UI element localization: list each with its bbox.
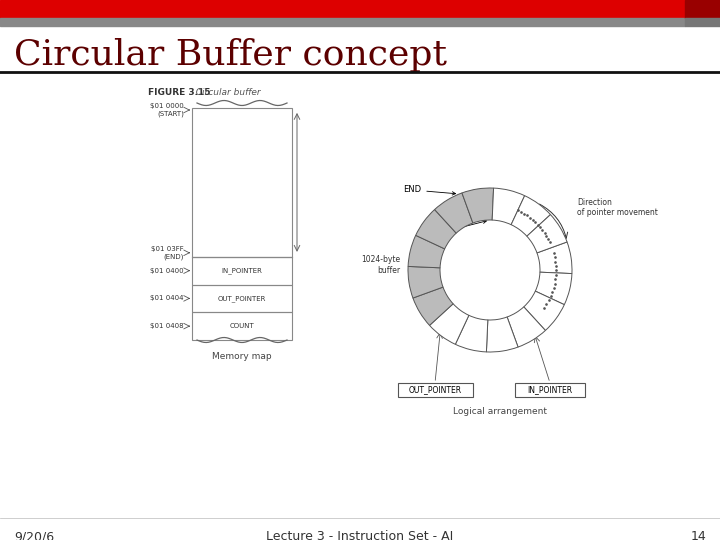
Text: Direction
of pointer movement: Direction of pointer movement: [577, 198, 658, 218]
Text: $01 0000
(START): $01 0000 (START): [150, 103, 184, 117]
Wedge shape: [413, 287, 453, 326]
Text: OUT_POINTER: OUT_POINTER: [218, 295, 266, 302]
Bar: [192, 108, 292, 257]
Text: Circular Buffer concept: Circular Buffer concept: [14, 38, 447, 72]
Wedge shape: [535, 272, 572, 305]
Text: $01 03FF
(END): $01 03FF (END): [151, 246, 184, 260]
Text: 9/20/6: 9/20/6: [14, 530, 54, 540]
Wedge shape: [455, 315, 488, 352]
Wedge shape: [415, 210, 456, 249]
Text: Circular buffer: Circular buffer: [190, 88, 261, 97]
Text: Memory map: Memory map: [212, 352, 272, 361]
Text: 1024-byte
buffer: 1024-byte buffer: [361, 255, 400, 275]
Bar: [192, 257, 292, 285]
Text: Logical arrangement: Logical arrangement: [453, 407, 547, 416]
Wedge shape: [523, 291, 564, 330]
Text: COUNT: COUNT: [230, 323, 254, 329]
Text: $01 0404: $01 0404: [150, 295, 184, 301]
Bar: [685, 0, 720, 18]
Text: $01 0400: $01 0400: [150, 268, 184, 274]
Wedge shape: [435, 193, 473, 233]
Text: OUT_POINTER: OUT_POINTER: [408, 386, 462, 395]
Text: $01 0408: $01 0408: [150, 323, 184, 329]
Bar: [515, 383, 585, 397]
Bar: [192, 285, 292, 312]
Wedge shape: [430, 304, 469, 345]
Wedge shape: [408, 266, 443, 298]
Wedge shape: [462, 188, 494, 223]
Text: END: END: [403, 185, 456, 195]
Text: Lecture 3 - Instruction Set - AI: Lecture 3 - Instruction Set - AI: [266, 530, 454, 540]
Text: 14: 14: [690, 530, 706, 540]
Bar: [685, 18, 720, 26]
Wedge shape: [487, 317, 518, 352]
Bar: [397, 383, 472, 397]
Wedge shape: [408, 235, 445, 268]
Wedge shape: [511, 195, 551, 236]
Text: IN_POINTER: IN_POINTER: [528, 386, 572, 395]
Wedge shape: [492, 188, 525, 225]
Bar: [192, 312, 292, 340]
Bar: [0, 18, 685, 26]
Bar: [0, 0, 685, 18]
Text: START: START: [423, 220, 487, 239]
Wedge shape: [537, 242, 572, 274]
Wedge shape: [507, 307, 545, 347]
Text: FIGURE 3.15: FIGURE 3.15: [148, 88, 210, 97]
Text: IN_POINTER: IN_POINTER: [222, 267, 262, 274]
Wedge shape: [527, 214, 567, 253]
